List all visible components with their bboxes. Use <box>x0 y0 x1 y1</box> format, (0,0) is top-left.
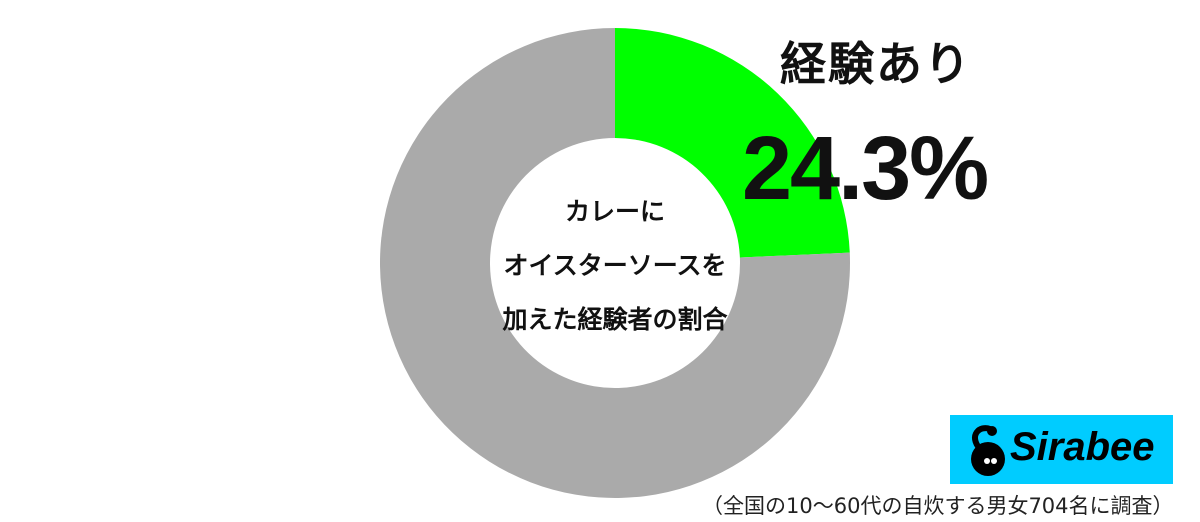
swan-icon <box>971 425 1005 476</box>
center-label-line-2: オイスターソースを <box>503 251 727 280</box>
donut-slice-1 <box>380 28 851 499</box>
sirabee-logo: Sirabee <box>950 415 1173 484</box>
survey-note: （全国の10〜60代の自炊する男女704名に調査） <box>702 494 1174 518</box>
slice-label-value: 24.3% <box>742 119 989 219</box>
slice-label-title: 経験あり <box>780 37 972 91</box>
logo-text: Sirabee <box>1010 425 1155 469</box>
center-label-line-1: カレーに <box>564 197 665 226</box>
donut-slice-0 <box>615 28 850 258</box>
center-label-line-3: 加えた経験者の割合 <box>502 305 728 334</box>
